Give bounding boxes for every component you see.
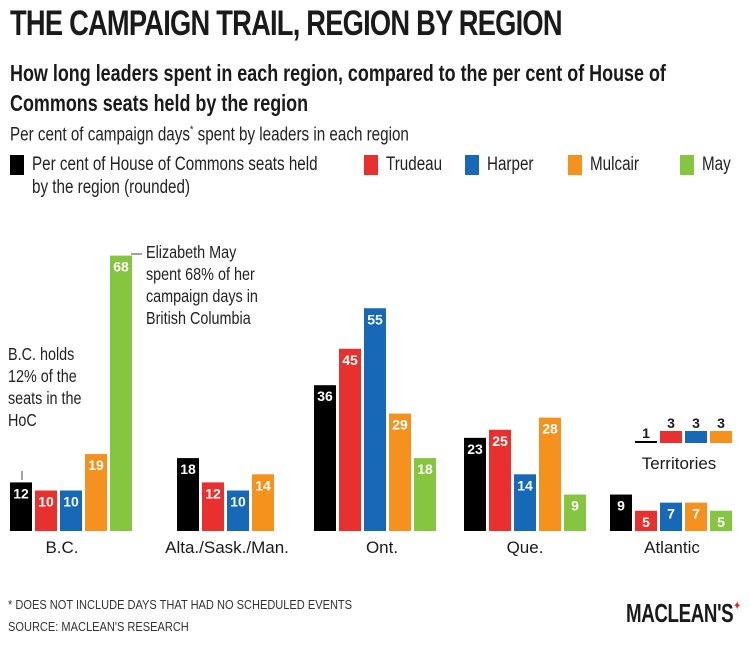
bar-ontario-0 (314, 385, 336, 531)
legend-swatch-may (680, 155, 694, 175)
bar-prairies-3 (252, 474, 274, 531)
chart-subtitle: How long leaders spent in each region, c… (10, 60, 666, 116)
bar-value-quebec-1: 25 (492, 433, 508, 449)
bar-value-atlantic-2: 7 (667, 506, 675, 522)
bar-value-atlantic-4: 5 (717, 514, 725, 530)
maple-leaf-icon: ✦ (733, 598, 741, 613)
bar-value-ontario-4: 18 (417, 461, 433, 477)
bc-annotation-line-2: seats in the (8, 389, 82, 409)
bar-prairies-1 (202, 482, 224, 531)
bar-value-quebec-3: 28 (542, 421, 558, 437)
category-label-territories: Territories (642, 454, 717, 473)
bar-value-territories-3: 3 (717, 415, 725, 431)
bar-atlantic-0 (610, 494, 632, 531)
bar-quebec-0 (464, 437, 486, 531)
bar-prairies-2 (227, 490, 249, 531)
bar-value-prairies-0: 18 (180, 461, 196, 477)
may-annotation-line-3: British Columbia (146, 309, 252, 329)
bar-value-territories-2: 3 (692, 415, 700, 431)
intro-footnote-mark: * (189, 124, 194, 136)
bar-value-ontario-1: 45 (342, 352, 358, 368)
bar-ontario-3 (389, 413, 411, 531)
chart-intro: Per cent of campaign days* spent by lead… (10, 124, 409, 146)
intro-text: Per cent of campaign days (10, 124, 190, 146)
bar-value-bc-4: 68 (113, 259, 129, 275)
bar-ontario-1 (339, 348, 361, 531)
bar-quebec-4 (564, 494, 586, 531)
bar-value-prairies-1: 12 (205, 485, 221, 501)
footnote-block: * DOES NOT INCLUDE DAYS THAT HAD NO SCHE… (8, 594, 352, 638)
legend-swatch-trudeau (364, 155, 378, 175)
bar-value-ontario-3: 29 (392, 417, 408, 433)
intro-text-rest: spent by leaders in each region (193, 124, 409, 146)
bar-value-bc-1: 10 (38, 494, 54, 510)
bar-value-atlantic-0: 9 (617, 498, 625, 514)
legend-swatch-mulcair (568, 155, 582, 175)
bar-value-atlantic-1: 5 (642, 514, 650, 530)
bar-bc-3 (85, 454, 107, 531)
bar-quebec-3 (539, 417, 561, 531)
legend-label-may: May (702, 154, 731, 175)
bar-value-quebec-4: 9 (571, 498, 579, 514)
bc-annotation-line-1: 12% of the (8, 367, 77, 387)
bar-value-ontario-2: 55 (367, 311, 383, 327)
bar-value-ontario-0: 36 (317, 388, 333, 404)
bar-value-prairies-2: 10 (230, 494, 246, 510)
bar-value-bc-2: 10 (63, 494, 79, 510)
legend-label-seats: Per cent of House of Commons seats held … (32, 154, 318, 198)
bar-atlantic-2 (660, 502, 682, 531)
legend-label-mulcair: Mulcair (590, 154, 639, 175)
may-annotation-line-2: campaign days in (146, 287, 258, 307)
legend-swatch-harper (465, 155, 479, 175)
bar-quebec-1 (489, 429, 511, 531)
bar-territories-1 (660, 431, 682, 443)
bar-bc-2 (60, 490, 82, 531)
macleans-logo: MACLEAN'S✦ (626, 598, 741, 629)
source-note: SOURCE: MACLEAN'S RESEARCH (8, 619, 189, 634)
bc-annotation-line-3: HoC (8, 411, 37, 431)
bar-quebec-2 (514, 474, 536, 531)
bar-value-quebec-0: 23 (467, 441, 483, 457)
category-label-atlantic: Atlantic (644, 538, 700, 557)
bar-ontario-4 (414, 458, 436, 531)
category-label-ontario: Ont. (366, 538, 398, 557)
legend-label-harper: Harper (487, 154, 534, 175)
bar-territories-3 (710, 431, 732, 443)
category-label-prairies: Alta./Sask./Man. (165, 538, 289, 557)
bar-value-territories-1: 3 (667, 415, 675, 431)
bar-value-territories-0: 1 (642, 425, 650, 441)
logo-text: MACLEAN'S (626, 598, 734, 628)
category-label-quebec: Que. (507, 538, 544, 557)
bar-bc-4 (110, 255, 132, 531)
bar-value-bc-3: 19 (88, 457, 104, 473)
bar-value-prairies-3: 14 (255, 477, 271, 493)
bar-value-atlantic-3: 7 (692, 506, 700, 522)
bar-value-bc-0: 12 (13, 485, 29, 501)
chart-title: THE CAMPAIGN TRAIL, REGION BY REGION (10, 4, 563, 43)
legend-swatch-seats (10, 155, 24, 175)
bc-annotation-line-0: B.C. holds (8, 345, 74, 365)
bar-prairies-0 (177, 458, 199, 531)
bar-bc-0 (10, 482, 32, 531)
may-annotation-line-1: spent 68% of her (146, 265, 255, 285)
bar-territories-0 (635, 441, 657, 443)
category-label-bc: B.C. (45, 538, 78, 557)
legend-label-trudeau: Trudeau (386, 154, 443, 175)
bar-atlantic-1 (635, 510, 657, 531)
bar-ontario-2 (364, 308, 386, 531)
bar-atlantic-4 (710, 510, 732, 531)
bar-bc-1 (35, 490, 57, 531)
bar-territories-2 (685, 431, 707, 443)
may-annotation-line-0: Elizabeth May (146, 243, 237, 263)
bar-value-quebec-2: 14 (517, 477, 533, 493)
footnote: * DOES NOT INCLUDE DAYS THAT HAD NO SCHE… (8, 597, 353, 612)
bar-atlantic-3 (685, 502, 707, 531)
